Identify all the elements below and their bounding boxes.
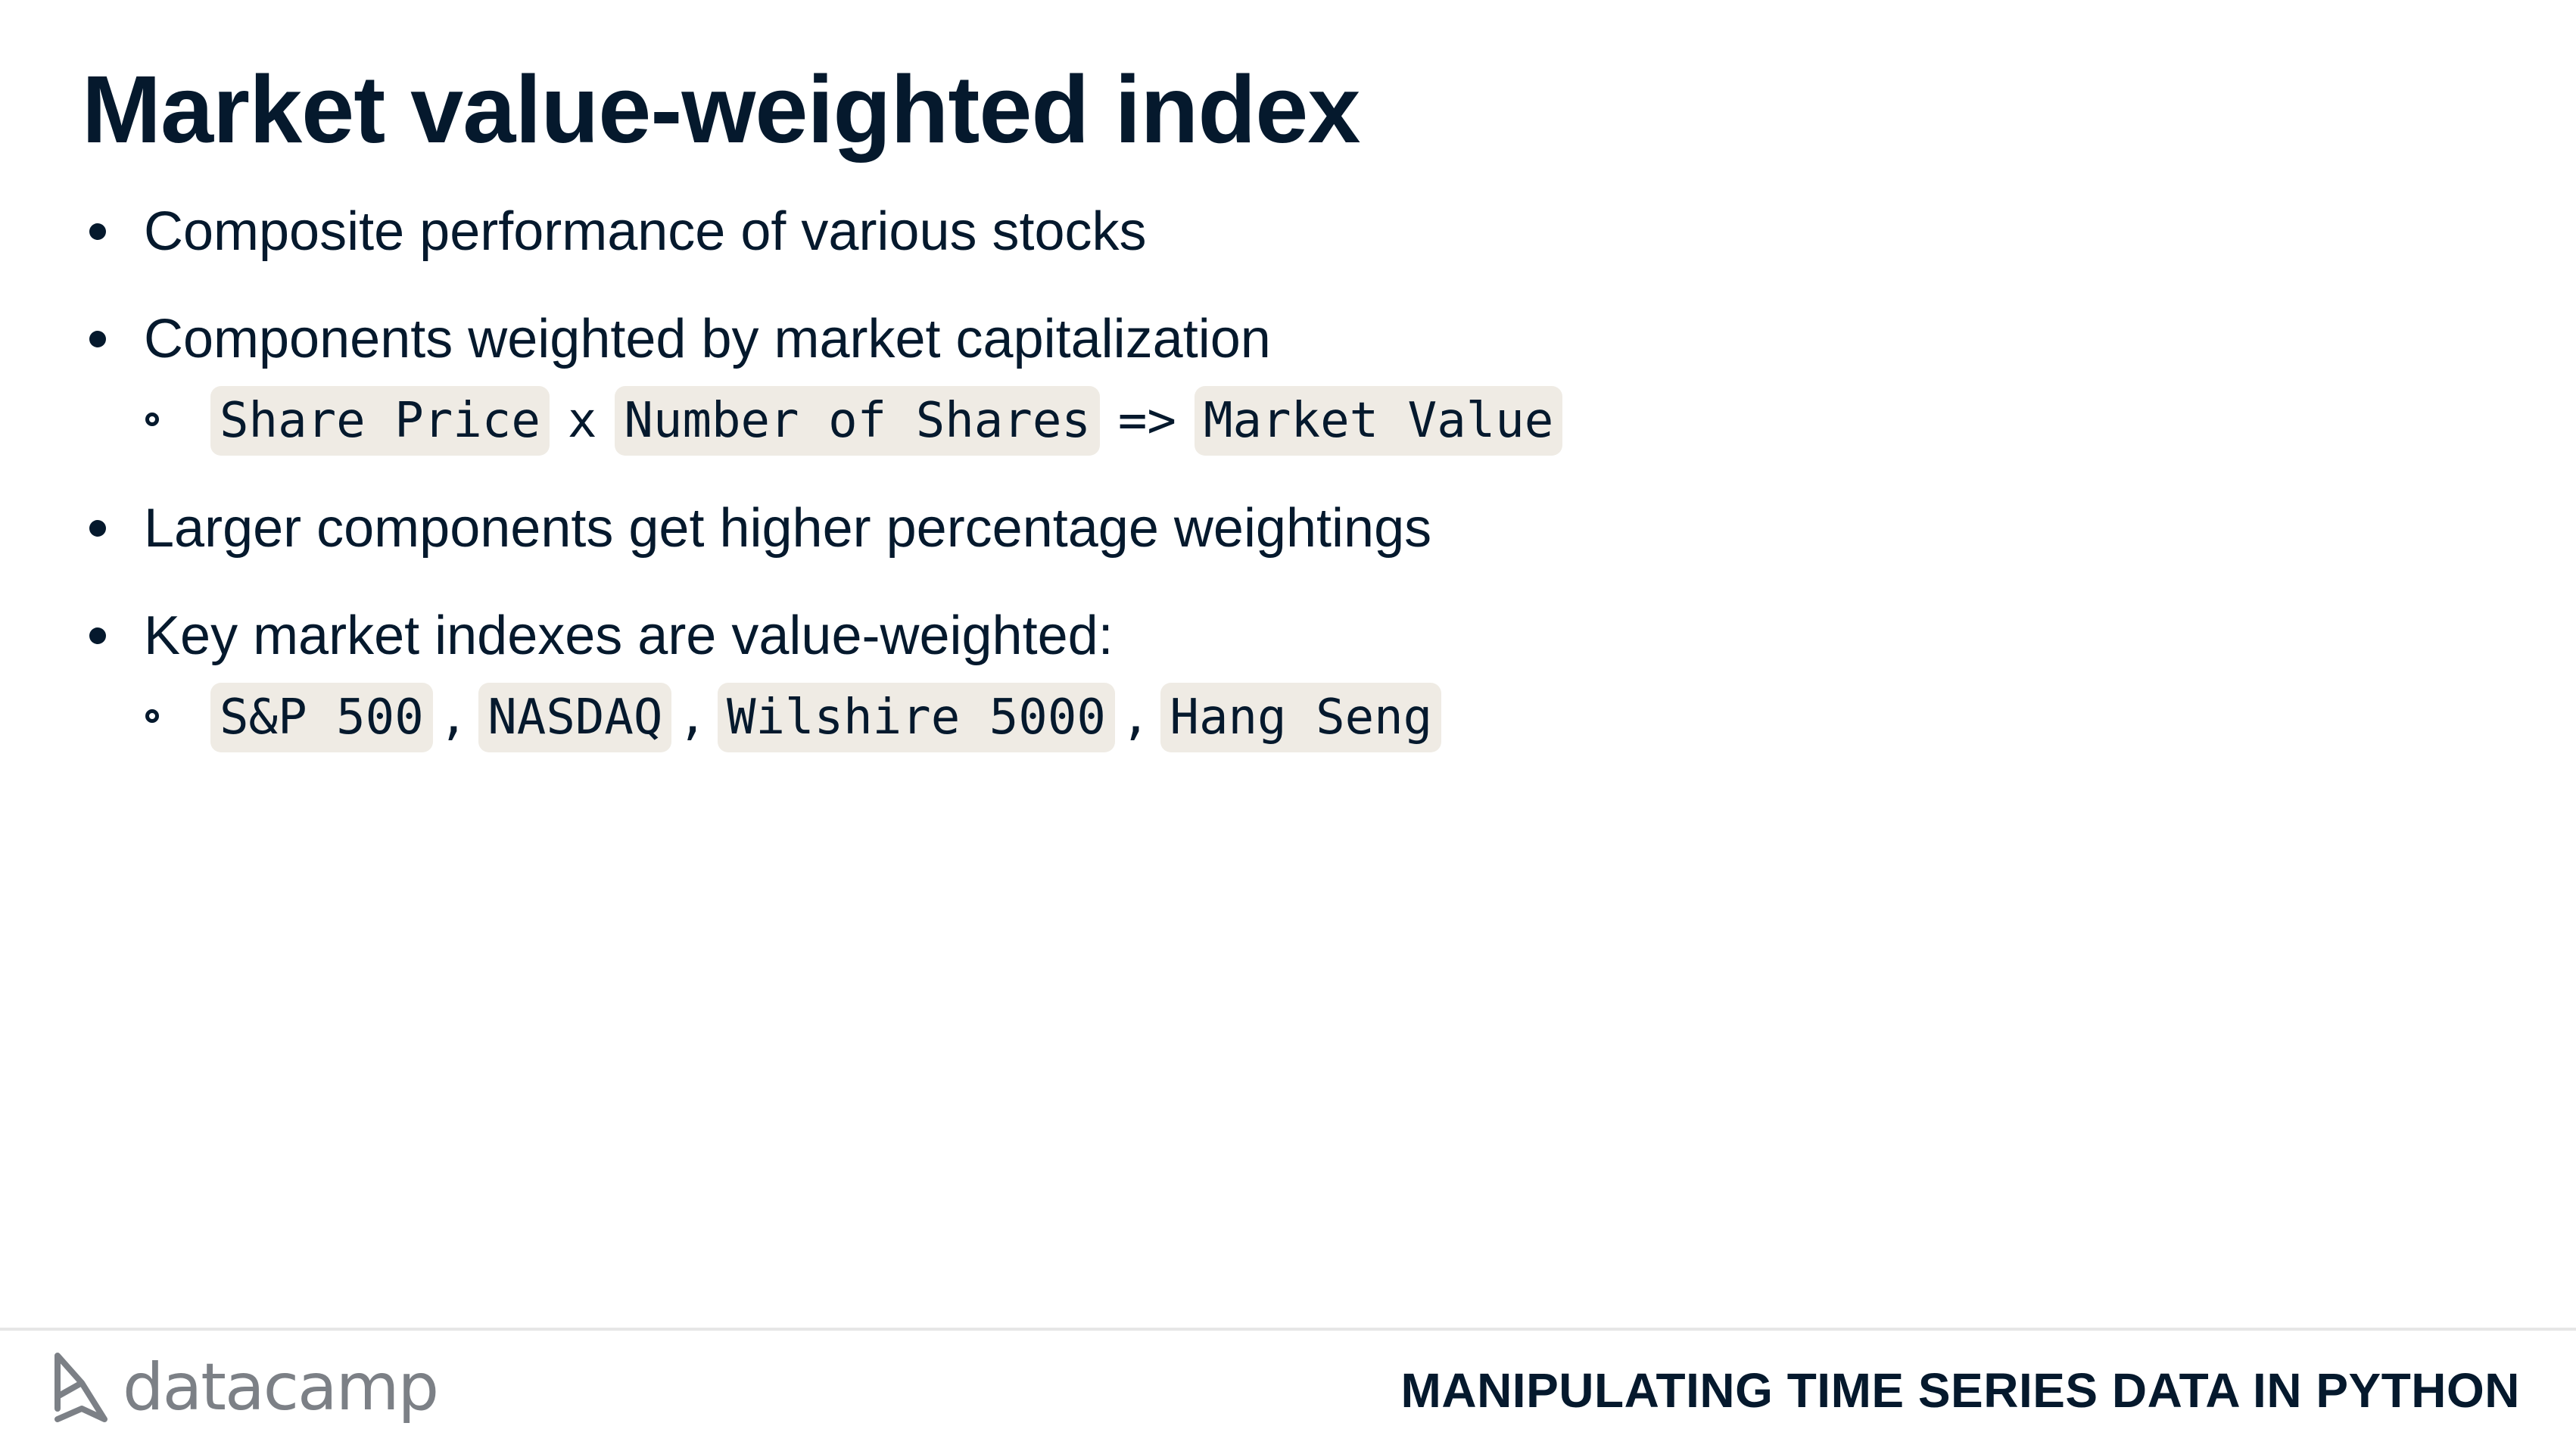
code-market-value: Market Value xyxy=(1194,386,1563,456)
sub-bullet-ring xyxy=(145,709,159,723)
slide-title: Market value-weighted index xyxy=(82,56,1360,163)
code-index-nasdaq: NASDAQ xyxy=(478,683,672,752)
course-title: MANIPULATING TIME SERIES DATA IN PYTHON xyxy=(1400,1363,2520,1418)
bullet-text: Composite performance of various stocks xyxy=(144,201,1147,262)
bullet-dot xyxy=(89,223,106,240)
separator-comma: , xyxy=(438,690,469,746)
datacamp-logo-icon xyxy=(55,1353,107,1422)
sub-bullet-formula: Share Price x Number of Shares => Market… xyxy=(82,382,2050,459)
code-index-hang-seng: Hang Seng xyxy=(1160,683,1442,752)
code-number-of-shares: Number of Shares xyxy=(615,386,1100,456)
separator-comma: , xyxy=(677,690,707,746)
sub-bullet-indexes: S&P 500 , NASDAQ , Wilshire 5000 , Hang … xyxy=(82,679,2050,756)
bullet-item: Key market indexes are value-weighted: xyxy=(82,597,2050,674)
operator-arrow: => xyxy=(1117,393,1176,449)
bullet-item: Composite performance of various stocks xyxy=(82,193,2050,270)
code-index-wilshire: Wilshire 5000 xyxy=(717,683,1115,752)
operator-multiply: x xyxy=(567,393,597,449)
bullet-item: Larger components get higher percentage … xyxy=(82,490,2050,567)
bullet-text: Key market indexes are value-weighted: xyxy=(144,606,1114,666)
code-share-price: Share Price xyxy=(210,386,550,456)
bullet-dot xyxy=(89,627,106,644)
datacamp-logo: datacamp xyxy=(51,1346,439,1429)
logo-wordmark: datacamp xyxy=(123,1350,439,1425)
bullet-item: Components weighted by market capitaliza… xyxy=(82,300,2050,378)
footer-divider xyxy=(0,1328,2576,1331)
bullet-dot xyxy=(89,520,106,537)
bullet-list: Composite performance of various stocks … xyxy=(82,193,2050,756)
code-index-sp500: S&P 500 xyxy=(210,683,433,752)
bullet-dot xyxy=(89,331,106,347)
bullet-text: Larger components get higher percentage … xyxy=(144,498,1432,559)
sub-bullet-ring xyxy=(145,413,159,426)
separator-comma: , xyxy=(1120,690,1151,746)
bullet-text: Components weighted by market capitaliza… xyxy=(144,309,1271,369)
